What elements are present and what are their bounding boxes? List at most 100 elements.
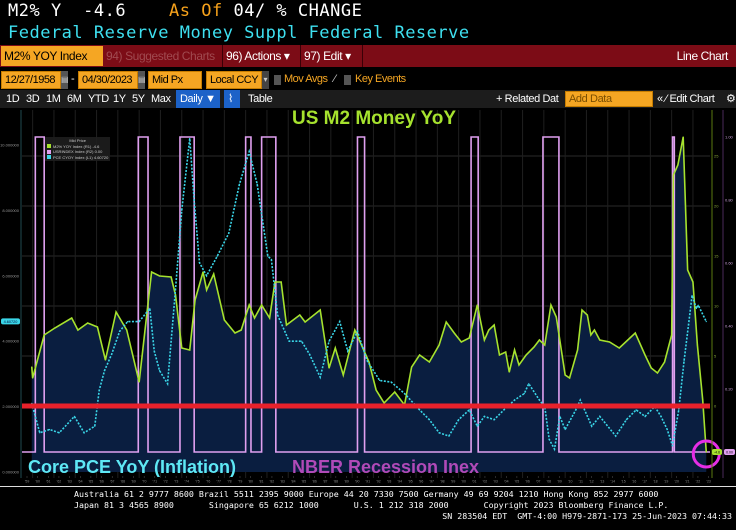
period-1d[interactable]: 1D: [6, 93, 20, 105]
m2-data-point: [568, 377, 571, 379]
pce-data-point: [591, 425, 593, 427]
m2-data-point: [590, 334, 592, 336]
edit-menu[interactable]: 97) Edit ▾: [304, 49, 351, 63]
m2-data-point: [280, 281, 282, 283]
left-last-value: 4.60720: [4, 320, 18, 324]
period-1m[interactable]: 1M: [46, 93, 61, 105]
m2-data-point: [671, 334, 673, 336]
pce-data-point: [308, 353, 311, 355]
pce-data-point: [98, 389, 100, 391]
m2-data-point: [692, 281, 694, 283]
pce-data-point: [644, 415, 646, 418]
left-axis-tick-label: 6.000000: [2, 273, 19, 278]
chart-area[interactable]: 10.000000 8.000000 6.000000 4.000000 2.00000…: [0, 108, 736, 484]
m2-data-point: [213, 273, 215, 275]
period-5y[interactable]: 5Y: [132, 93, 145, 105]
m2-data-point: [696, 344, 698, 346]
pce-data-point: [153, 350, 155, 352]
price-field-select[interactable]: Mid Px: [148, 71, 202, 89]
currency-select[interactable]: Local CCY: [206, 71, 262, 89]
x-axis-tick-label: '73: [174, 480, 179, 484]
m2-data-point: [253, 317, 256, 319]
m2-data-point: [428, 361, 430, 363]
m2-data-point: [493, 324, 495, 326]
x-axis-tick-label: '97: [429, 480, 434, 484]
pce-data-point: [103, 370, 106, 372]
key-events-checkbox[interactable]: [344, 75, 351, 85]
legend-item-recession: USRINDEX Index (R2) 0.00: [47, 149, 108, 155]
recession-annotation: NBER Recession Inex: [292, 457, 480, 477]
date-range-bar: 12/27/1958 ▤ - 04/30/2023 ▤ Mid Px Local…: [0, 70, 736, 90]
pce-data-point: [300, 340, 303, 342]
x-axis-tick-label: '96: [419, 480, 424, 484]
calendar-icon[interactable]: ▤: [138, 71, 146, 89]
pce-data-point: [428, 419, 430, 421]
frequency-select[interactable]: Daily ▼: [176, 90, 220, 108]
pencil-icon[interactable]: ⁄: [334, 73, 336, 85]
period-3d[interactable]: 3D: [26, 93, 40, 105]
pce-data-point: [548, 438, 550, 440]
suggested-charts-button[interactable]: 94) Suggested Charts: [106, 49, 215, 63]
related-data-button[interactable]: + Related Dat: [496, 93, 559, 105]
left-axis-tick-label: 0.000000: [2, 470, 19, 475]
x-axis-tick-label: '90: [355, 480, 360, 484]
m2-data-point: [586, 314, 588, 316]
table-button[interactable]: Table: [248, 93, 273, 105]
right2-last-value: 0.00: [726, 451, 733, 455]
pce-data-point: [319, 376, 321, 378]
m2-data-point: [460, 341, 462, 343]
x-axis-tick-label: '75: [195, 480, 200, 484]
m2-data-point: [498, 354, 501, 356]
pce-data-point: [48, 428, 51, 431]
x-axis-tick-label: '65: [89, 480, 94, 484]
start-date-input[interactable]: 12/27/1958: [1, 71, 61, 89]
actions-menu[interactable]: 96) Actions ▾: [226, 49, 290, 63]
legend-value: 0.00: [94, 149, 103, 154]
x-axis-tick-label: '91: [366, 480, 371, 484]
chart-title-annotation: US M2 Money YoY: [292, 108, 456, 129]
x-axis-tick-label: '59: [25, 480, 30, 484]
x-axis-tick-label: '21: [685, 480, 690, 484]
edit-chart-button[interactable]: « ⁄ Edit Chart: [657, 93, 715, 105]
period-1y[interactable]: 1Y: [113, 93, 126, 105]
left-axis-tick-label: 8.000000: [2, 208, 19, 213]
divider: [362, 45, 363, 67]
pce-data-point: [671, 445, 674, 447]
gear-icon[interactable]: ⚙: [726, 93, 736, 105]
pce-data-point: [119, 330, 121, 332]
x-axis-tick-label: '83: [280, 480, 285, 484]
legend-item-pce: PCE CYOY Index (L1) 4.60720: [47, 155, 108, 161]
x-axis-tick-label: '09: [557, 480, 562, 484]
divider: [300, 45, 301, 67]
calendar-icon[interactable]: ▤: [61, 71, 69, 89]
right2-axis-tick-label: 0.60: [725, 261, 734, 266]
as-of-label: As Of: [169, 1, 223, 21]
x-axis-tick-label: '76: [206, 480, 211, 484]
chart-type-label: Line Chart: [676, 49, 729, 63]
x-axis-tick-label: '03: [493, 480, 498, 484]
m2-data-point: [234, 332, 236, 334]
period-max[interactable]: Max: [151, 93, 171, 105]
key-events-label[interactable]: Key Events: [355, 73, 406, 85]
x-axis-tick-label: '07: [536, 480, 541, 484]
x-axis-tick-label: '82: [270, 480, 275, 484]
line-chart-icon[interactable]: ⌇: [224, 90, 240, 108]
m2-data-point: [202, 271, 204, 273]
add-data-input[interactable]: Add Data: [565, 91, 653, 107]
m2-data-point: [476, 304, 478, 306]
chevron-down-icon[interactable]: ▾: [262, 71, 269, 89]
period-ytd[interactable]: YTD: [88, 93, 109, 105]
pce-data-point: [39, 432, 41, 434]
pce-data-point: [288, 340, 290, 342]
right2-axis-tick-label: 0.80: [725, 198, 734, 203]
legend-value: 4.60720: [93, 154, 109, 160]
pce-data-point: [660, 415, 662, 418]
footer-session-info: SN 283504 EDT GMT-4:00 H979-2871-173 25-…: [442, 511, 732, 521]
m2-data-point: [32, 377, 34, 379]
period-6m[interactable]: 6M: [67, 93, 82, 105]
divider: [222, 45, 223, 67]
security-field[interactable]: M2% YOY Index: [1, 46, 103, 66]
mov-avgs-checkbox[interactable]: [274, 75, 281, 85]
mov-avgs-label[interactable]: Mov Avgs: [284, 73, 328, 85]
end-date-input[interactable]: 04/30/2023: [78, 71, 138, 89]
